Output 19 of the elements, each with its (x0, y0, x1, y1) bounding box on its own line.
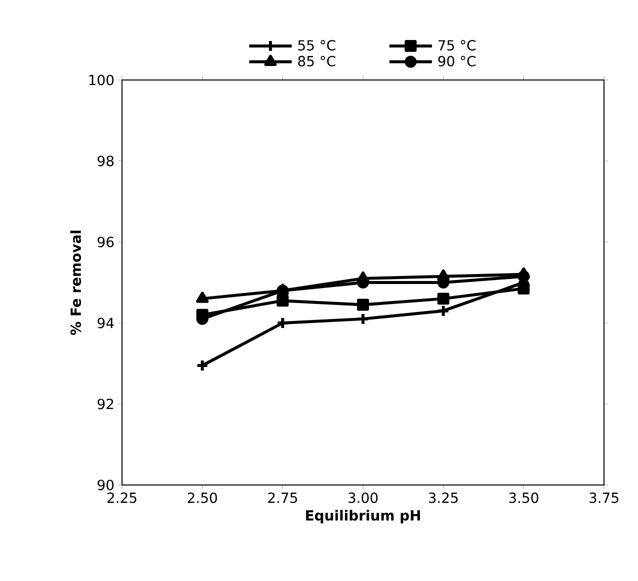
x-tick-label: 3.25 (428, 492, 458, 504)
x-tick-label: 2.25 (107, 492, 136, 504)
y-tick-label: 96 (98, 236, 114, 248)
x-tick-label: 2.75 (268, 492, 297, 504)
x-tick-label: 2.50 (188, 492, 217, 504)
legend-label: 75 °C (438, 40, 476, 51)
x-axis-title: Equilibrium pH (306, 510, 420, 524)
y-tick-label: 92 (98, 398, 114, 410)
y-tick-label: 100 (89, 74, 114, 86)
x-tick-label: 3.75 (590, 492, 618, 504)
x-tick-label: 3.50 (509, 492, 538, 504)
y-tick-label: 98 (98, 156, 114, 166)
legend-label: 85 °C (298, 56, 336, 66)
y-tick-label: 94 (98, 318, 114, 328)
legend-label: 55 °C (298, 40, 336, 51)
y-axis-title: % Fe removal (70, 230, 82, 335)
legend-label: 90 °C (438, 56, 476, 66)
x-tick-label: 3.00 (348, 492, 378, 504)
y-tick-label: 90 (98, 480, 114, 490)
